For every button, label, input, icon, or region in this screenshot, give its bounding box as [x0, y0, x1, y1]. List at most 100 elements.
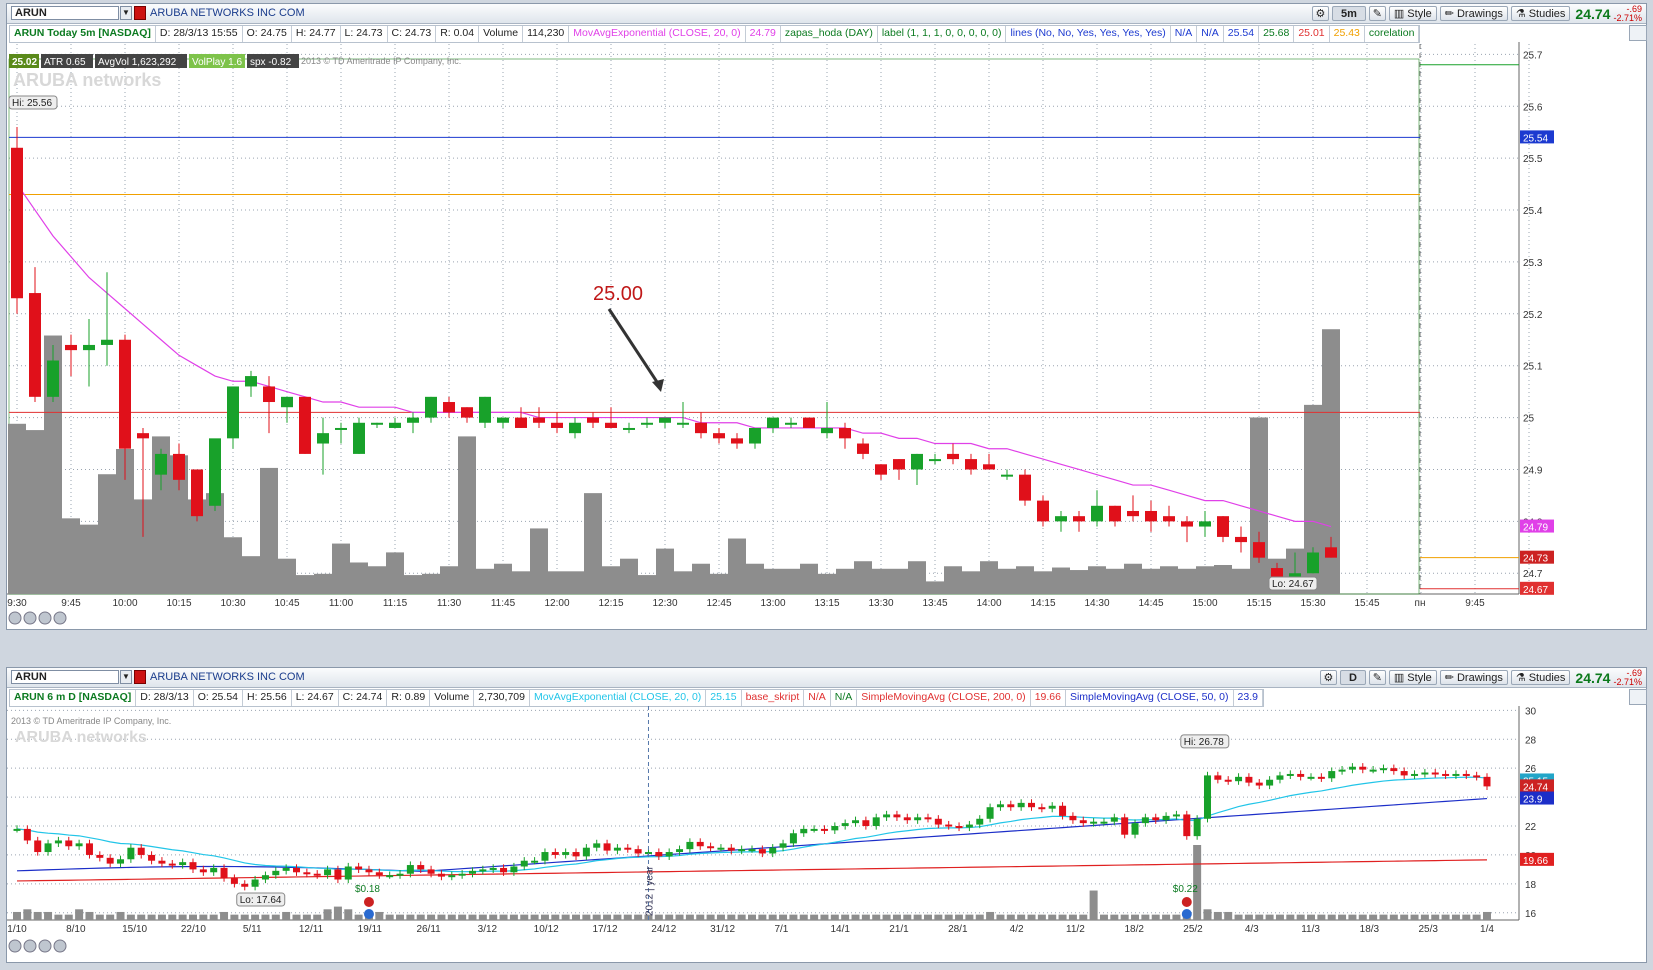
timeframe-button[interactable]: 5m [1331, 6, 1366, 21]
time-axis-label: 12:00 [544, 598, 569, 609]
legend-corelation[interactable]: corelation [1365, 26, 1420, 42]
candle-body [976, 818, 984, 825]
candle-body [191, 469, 203, 517]
style-button-bottom[interactable]: ▥ Style [1388, 670, 1437, 685]
legend-zapas[interactable]: zapas_hoda (DAY) [781, 26, 878, 42]
candle-body [820, 828, 828, 831]
tools-icon-bottom[interactable]: ✎ [1368, 670, 1386, 685]
candle-body [934, 818, 942, 825]
volume-bar [1131, 914, 1140, 920]
time-axis-label: 15:45 [1354, 598, 1379, 609]
link-color-icon-bottom[interactable] [134, 670, 146, 684]
volume-bar [282, 911, 291, 920]
volume-bar [1196, 566, 1214, 594]
candle-body [945, 824, 953, 827]
volume-bar [1379, 914, 1388, 920]
candle-body [1017, 802, 1025, 808]
candle-body [677, 422, 689, 425]
volume-bar [1193, 845, 1202, 920]
avgvol-badge: AvgVol 1,623,292 [98, 57, 177, 68]
zoom-reset-icon[interactable] [53, 939, 67, 953]
candle-body [117, 859, 125, 864]
annotation-arrow [607, 308, 663, 389]
time-axis-label: 9:45 [61, 598, 81, 609]
zoom-reset-icon[interactable] [53, 611, 67, 625]
volume-bar [509, 914, 518, 920]
studies-button-bottom[interactable]: ⚗ Studies [1510, 670, 1571, 685]
legend-ema[interactable]: MovAvgExponential (CLOSE, 20, 0) [569, 26, 746, 42]
price-marker-bg [1520, 519, 1554, 533]
zoom-out-icon[interactable] [23, 939, 37, 953]
volume-bar [106, 914, 115, 920]
zoom-in-icon[interactable] [38, 611, 52, 625]
candle-body [655, 852, 663, 857]
candle-body [299, 396, 311, 454]
volume-bar [206, 493, 224, 594]
pan-icon[interactable] [8, 611, 22, 625]
volume-bar [1472, 914, 1481, 920]
price-axis-label: 18 [1525, 880, 1537, 891]
legend-value-1: 25.54 [1224, 26, 1260, 42]
volume-bar [323, 909, 332, 920]
zoom-out-icon[interactable] [23, 611, 37, 625]
volume-bar [1234, 914, 1243, 920]
legend-sma200[interactable]: SimpleMovingAvg (CLOSE, 200, 0) [857, 690, 1031, 706]
legend-low: L: 24.73 [341, 26, 388, 42]
candle-body [497, 417, 509, 423]
style-button[interactable]: ▥ Style [1388, 6, 1437, 21]
settings-icon-bottom[interactable]: ⚙ [1319, 670, 1337, 685]
price-axis-label: 25.3 [1523, 258, 1543, 269]
candle-body [1090, 821, 1098, 824]
candle-body [1172, 814, 1180, 817]
link-color-icon[interactable] [134, 6, 146, 20]
volume-bar [1369, 914, 1378, 920]
volume-bar [95, 914, 104, 920]
volume-bar [861, 914, 870, 920]
chart-toolbar-bottom: ARUN ▼ ARUBA NETWORKS INC COM ⚙ D ✎ ▥ Sty… [7, 668, 1646, 688]
legend-label-study[interactable]: label (1, 1, 1, 0, 0, 0, 0, 0) [878, 26, 1007, 42]
candle-body [101, 339, 113, 345]
time-axis-label: 4/2 [1010, 924, 1024, 935]
volume-bar [748, 914, 756, 920]
time-axis-label: пн [1415, 598, 1426, 609]
tools-icon[interactable]: ✎ [1368, 6, 1386, 21]
settings-icon[interactable]: ⚙ [1311, 6, 1329, 21]
zoom-in-icon[interactable] [38, 939, 52, 953]
price-marker-bg [1520, 852, 1554, 866]
volume-bar [692, 563, 710, 594]
timeframe-button-bottom[interactable]: D [1339, 670, 1366, 685]
studies-button[interactable]: ⚗ Studies [1510, 6, 1571, 21]
lo-label-bg [1268, 576, 1318, 591]
chart-settings-icon-bottom[interactable] [1629, 689, 1647, 705]
daily-chart-pane: ARUN ▼ ARUBA NETWORKS INC COM ⚙ D ✎ ▥ Sty… [6, 667, 1647, 963]
volume-bar [851, 914, 860, 920]
candle-body [417, 865, 425, 870]
candle-body [479, 396, 491, 423]
candle-body [1028, 802, 1036, 808]
volume-bar [908, 561, 926, 594]
symbol-dropdown-icon[interactable]: ▼ [120, 6, 132, 20]
volume-bar [944, 566, 962, 594]
candle-body [148, 854, 156, 861]
dividend-icon [363, 897, 374, 907]
symbol-dropdown-icon-bottom[interactable]: ▼ [120, 670, 132, 684]
intraday-price-chart[interactable]: 25.725.625.525.425.325.225.12524.924.824… [7, 42, 1646, 629]
ema-line [16, 776, 1488, 873]
chart-settings-icon[interactable] [1629, 25, 1647, 41]
legend-base-skript[interactable]: base_skript [742, 690, 805, 706]
drawings-button-bottom[interactable]: ✏ Drawings [1439, 670, 1508, 685]
candle-body [831, 826, 839, 831]
time-axis-label: 5/11 [243, 924, 262, 935]
symbol-input[interactable]: ARUN [11, 6, 119, 20]
pan-icon[interactable] [8, 939, 22, 953]
volume-bar [926, 581, 944, 594]
drawings-button[interactable]: ✏ Drawings [1439, 6, 1508, 21]
time-axis-label: 22/10 [181, 924, 206, 935]
legend-sma50[interactable]: SimpleMovingAvg (CLOSE, 50, 0) [1066, 690, 1234, 706]
legend-lines-study[interactable]: lines (No, No, Yes, Yes, Yes, Yes) [1006, 26, 1171, 42]
symbol-input-bottom[interactable]: ARUN [11, 670, 119, 684]
legend-ema[interactable]: MovAvgExponential (CLOSE, 20, 0) [530, 690, 707, 706]
candle-body [168, 863, 176, 866]
candle-body [407, 417, 419, 423]
